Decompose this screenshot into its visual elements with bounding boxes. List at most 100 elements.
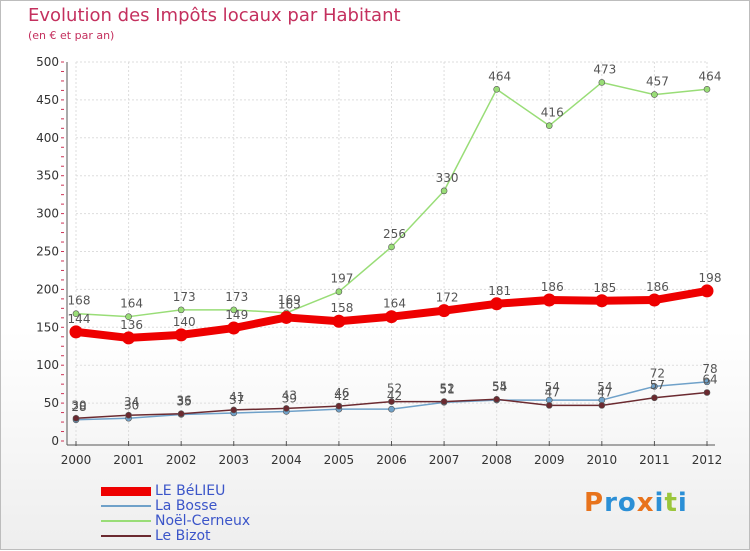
data-point-le-bizot [703, 389, 711, 396]
y-tick-label: 0 [51, 434, 59, 448]
data-point-le-bizot [283, 405, 290, 412]
y-tick-label: 300 [36, 207, 59, 221]
series [69, 79, 714, 424]
legend-swatch [101, 520, 151, 522]
data-label-le-belieu: 185 [593, 281, 616, 295]
grid [75, 61, 708, 441]
data-point-le-belieu [174, 328, 188, 342]
data-point-le-belieu [279, 310, 293, 324]
data-label-le-belieu: 186 [646, 280, 669, 294]
x-tick-label: 2012 [692, 453, 723, 467]
data-point-le-belieu [647, 293, 661, 307]
y-tick-label: 50 [44, 396, 59, 410]
data-label-noel-cerneux: 464 [488, 69, 511, 83]
data-point-le-belieu [227, 321, 241, 335]
data-label-le-belieu: 158 [330, 301, 353, 315]
data-label-le-belieu: 136 [120, 318, 143, 332]
data-point-noel-cerneux [440, 187, 448, 195]
data-label-la-bosse: 37 [229, 393, 244, 407]
x-tick-label: 2007 [429, 453, 460, 467]
data-label-la-bosse: 35 [177, 394, 192, 408]
logo-letter: o [617, 488, 637, 518]
legend-label: Le Bizot [155, 528, 211, 544]
data-label-le-belieu: 149 [225, 308, 248, 322]
data-label-la-bosse: 30 [124, 398, 139, 412]
data-point-le-bizot [493, 396, 500, 403]
data-label-la-bosse: 78 [702, 362, 717, 376]
data-label-le-belieu: 144 [68, 312, 91, 326]
data-point-le-bizot [388, 398, 395, 405]
data-label-noel-cerneux: 256 [383, 227, 406, 241]
data-label-le-bizot: 43 [282, 388, 297, 402]
y-tick-label: 100 [36, 358, 59, 372]
data-label-noel-cerneux: 473 [593, 62, 616, 76]
data-label-le-bizot: 41 [229, 390, 244, 404]
data-point-le-bizot [177, 410, 185, 418]
data-label-noel-cerneux: 457 [646, 75, 669, 89]
data-label-le-bizot: 64 [702, 372, 717, 386]
data-label-noel-cerneux: 416 [541, 106, 564, 120]
data-label-noel-cerneux: 464 [699, 69, 722, 83]
data-point-noel-cerneux [545, 122, 553, 129]
data-point-noel-cerneux [125, 313, 132, 320]
data-label-la-bosse: 51 [439, 382, 454, 396]
data-point-la-bosse [651, 383, 658, 390]
data-label-le-bizot: 55 [492, 379, 507, 393]
data-label-noel-cerneux: 168 [68, 294, 91, 308]
x-tick-label: 2006 [376, 453, 407, 467]
data-point-le-belieu [490, 297, 504, 311]
data-point-noel-cerneux [177, 306, 185, 314]
data-point-le-belieu [332, 314, 346, 328]
data-label-noel-cerneux: 173 [225, 290, 248, 304]
legend-swatch [101, 535, 151, 537]
legend-label: La Bosse [155, 498, 218, 514]
data-point-le-bizot [335, 402, 343, 410]
data-label-la-bosse: 72 [650, 366, 665, 380]
data-label-noel-cerneux: 197 [330, 272, 353, 286]
legend-label: Noël-Cerneux [155, 513, 251, 529]
data-point-le-belieu [69, 325, 83, 339]
y-tick-label: 200 [36, 282, 59, 296]
data-label-noel-cerneux: 330 [436, 171, 459, 185]
data-label-noel-cerneux: 164 [120, 297, 143, 311]
x-tick-label: 2002 [166, 453, 197, 467]
y-tick-label: 250 [36, 245, 59, 259]
legend-label: LE BéLIEU [155, 483, 226, 499]
data-point-le-belieu [542, 293, 556, 307]
x-tick-label: 2009 [534, 453, 565, 467]
data-point-noel-cerneux [651, 91, 658, 98]
y-tick-label: 150 [36, 320, 59, 334]
legend-swatch [101, 505, 151, 507]
data-label-le-bizot: 34 [124, 395, 139, 409]
data-point-le-belieu [595, 294, 609, 308]
data-point-le-belieu [700, 284, 714, 298]
data-label-la-bosse: 28 [71, 400, 86, 414]
data-label-le-bizot: 52 [387, 382, 402, 396]
data-point-le-bizot [72, 414, 80, 422]
data-point-noel-cerneux [230, 306, 238, 314]
logo-letter: P [584, 488, 605, 518]
logo-letter: i [677, 488, 688, 518]
data-point-le-belieu [385, 310, 398, 324]
data-point-la-bosse [703, 378, 711, 386]
x-tick-label: 2008 [481, 453, 512, 467]
y-tick-label: 350 [36, 169, 59, 183]
legend-swatch [101, 486, 151, 496]
data-point-le-bizot [440, 398, 448, 405]
data-point-noel-cerneux [335, 288, 343, 295]
data-point-le-bizot [651, 394, 658, 402]
data-label-noel-cerneux: 169 [278, 293, 301, 307]
data-point-le-bizot [545, 402, 553, 409]
proxiti-logo: Proxiti [584, 488, 688, 518]
data-label-le-bizot: 47 [545, 385, 560, 399]
data-label-noel-cerneux: 173 [173, 290, 196, 304]
data-label-la-bosse: 42 [387, 389, 402, 403]
data-point-le-belieu [437, 304, 451, 318]
x-tick-label: 2004 [271, 453, 302, 467]
logo-letter: r [604, 488, 618, 518]
data-point-le-bizot [125, 411, 132, 419]
data-labels: 144 136 140 149 163 158 164 172 181 186 185 186 198 2… [68, 62, 722, 413]
data-label-le-bizot: 36 [177, 394, 192, 408]
